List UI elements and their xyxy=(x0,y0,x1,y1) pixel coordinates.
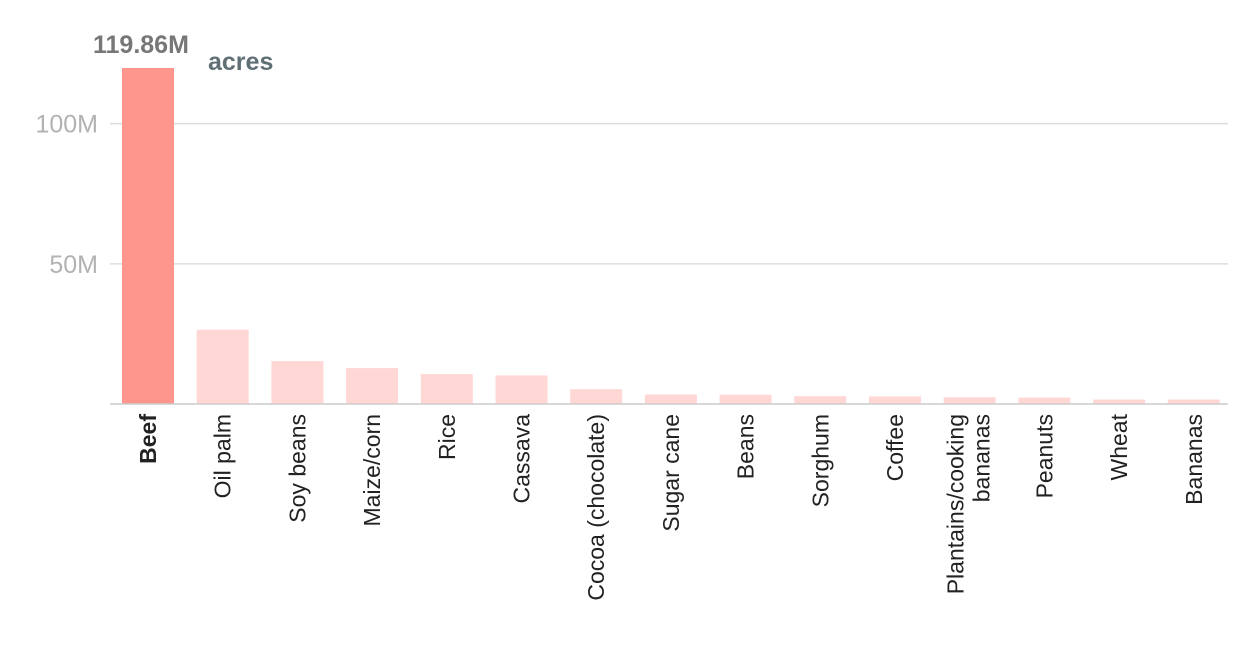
bar xyxy=(644,394,697,404)
bar-layer xyxy=(122,68,1220,404)
y-tick-label: 100M xyxy=(35,111,98,139)
bar xyxy=(794,396,847,404)
x-tick-label: Sorghum xyxy=(807,414,833,507)
bar xyxy=(495,375,548,404)
bar xyxy=(271,361,324,404)
bar xyxy=(943,397,996,404)
x-tick-label: Soy beans xyxy=(284,414,310,523)
bar xyxy=(122,68,174,404)
x-tick-label: Cassava xyxy=(509,414,535,504)
bar xyxy=(196,329,249,404)
x-tick-label: Beans xyxy=(733,414,759,479)
bar xyxy=(346,368,399,404)
x-tick-label: Coffee xyxy=(882,414,908,481)
x-tick-label: Beef xyxy=(135,414,161,464)
bar xyxy=(420,374,473,404)
bar xyxy=(1093,399,1146,404)
bar xyxy=(570,389,623,404)
x-tick-label: Peanuts xyxy=(1031,414,1057,498)
x-tick-label: Cocoa (chocolate) xyxy=(583,414,609,601)
x-tick-label: Maize/corn xyxy=(359,414,385,526)
bar xyxy=(869,396,921,404)
highlight-unit-label: acres xyxy=(208,48,273,76)
grid-layer: 50M 100M xyxy=(35,111,1228,279)
x-tick-label: Plantains/cookingbananas xyxy=(943,414,995,594)
x-tick-label: Wheat xyxy=(1106,413,1132,480)
x-tick-label: Bananas xyxy=(1181,414,1207,505)
x-tick-label: Oil palm xyxy=(210,414,236,498)
x-tick-label: Rice xyxy=(434,414,460,460)
x-tick-label: Sugar cane xyxy=(658,414,684,532)
bar xyxy=(1167,399,1220,404)
y-tick-label: 50M xyxy=(49,251,98,279)
x-tick-labels: Beef Oil palm Soy beans Maize/corn Rice Cassa… xyxy=(135,413,1207,600)
highlight-value-label: 119.86M xyxy=(93,31,189,59)
bar xyxy=(1018,397,1071,404)
bar xyxy=(719,394,772,404)
